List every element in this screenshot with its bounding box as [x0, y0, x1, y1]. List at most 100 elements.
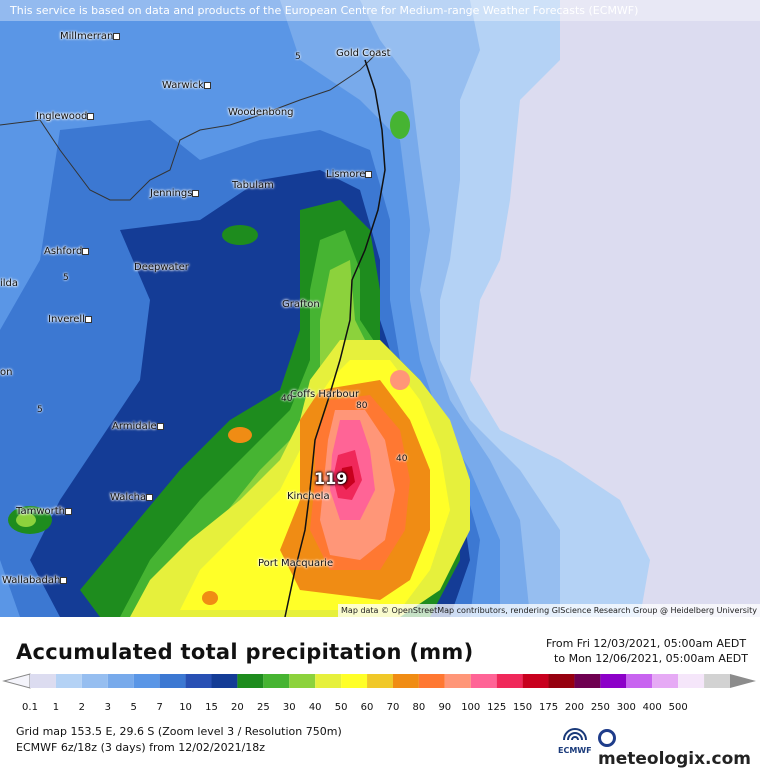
- city-marker-icon: [192, 189, 200, 197]
- city-deepwater[interactable]: Deepwater: [134, 262, 189, 273]
- legend-swatch: [574, 674, 601, 688]
- city-edge-label: ilda: [0, 278, 19, 289]
- precipitation-field: [0, 0, 650, 617]
- legend-swatch: [263, 674, 290, 688]
- legend-swatch: [626, 674, 653, 688]
- city-jennings[interactable]: Jennings: [150, 188, 200, 199]
- period-from: From Fri 12/03/2021, 05:00am AEDT: [546, 637, 747, 650]
- legend-tick-label: 7: [156, 702, 162, 713]
- precipitation-map[interactable]: This service is based on data and produc…: [0, 0, 760, 617]
- legend-swatch: [496, 674, 523, 688]
- city-ashford[interactable]: Ashford: [44, 246, 90, 257]
- city-warwick[interactable]: Warwick: [162, 80, 211, 91]
- legend-tick-label: 500: [669, 702, 688, 713]
- legend-tick-label: 125: [487, 702, 506, 713]
- city-wallabadah[interactable]: Wallabadah: [2, 575, 68, 586]
- legend-swatch: [600, 674, 627, 688]
- legend-tick-label: 0.1: [22, 702, 38, 713]
- city-inverell[interactable]: Inverell: [48, 314, 92, 325]
- city-marker-icon: [87, 112, 95, 120]
- city-marker-icon: [146, 493, 154, 501]
- legend-tick-label: 2: [79, 702, 85, 713]
- legend-swatch: [548, 674, 575, 688]
- legend-swatch: [133, 674, 160, 688]
- data-source-banner: This service is based on data and produc…: [0, 0, 760, 21]
- city-armidale[interactable]: Armidale: [112, 421, 164, 432]
- ecmwf-logo-icon: [563, 728, 587, 741]
- legend-swatch: [392, 674, 419, 688]
- city-marker-icon: [65, 507, 72, 515]
- legend-swatch: [470, 674, 497, 688]
- contour-label: 5: [295, 52, 301, 62]
- city-marker-icon: [84, 315, 92, 323]
- grid-info: Grid map 153.5 E, 29.6 S (Zoom level 3 /…: [16, 725, 342, 738]
- contour-label: 5: [63, 273, 69, 283]
- city-inglewood[interactable]: Inglewood: [36, 111, 95, 122]
- legend-tick-label: 60: [361, 702, 374, 713]
- city-marker-icon: [113, 32, 121, 40]
- city-grafton[interactable]: Grafton: [282, 299, 320, 310]
- legend-panel: [0, 617, 760, 760]
- legend-swatch: [315, 674, 342, 688]
- contour-label: 40: [396, 454, 408, 464]
- city-tabulam[interactable]: Tabulam: [232, 180, 274, 191]
- legend-tick-label: 25: [257, 702, 270, 713]
- legend-tick-label: 250: [591, 702, 610, 713]
- legend-swatch: [418, 674, 445, 688]
- color-scale-legend: 0.1 1 2 3 5 7 10 15 20 25 30 40 50 60 70 80 90 100 125 150 1…: [2, 673, 756, 713]
- legend-swatch: [107, 674, 134, 688]
- city-woodenbong[interactable]: Woodenbong: [228, 107, 294, 118]
- city-marker-icon: [82, 247, 90, 255]
- legend-tick-label: 90: [438, 702, 451, 713]
- meteologix-logo[interactable]: meteologix.com: [598, 729, 760, 769]
- legend-tick-label: 20: [231, 702, 244, 713]
- city-lismore[interactable]: Lismore: [326, 169, 373, 180]
- city-walcha[interactable]: Walcha: [110, 492, 154, 503]
- legend-swatch: [30, 674, 56, 688]
- city-edge-label: on: [0, 367, 13, 378]
- legend-swatch: [289, 674, 316, 688]
- legend-tick-label: 200: [565, 702, 584, 713]
- legend-swatch: [444, 674, 471, 688]
- legend-tick-label: 1: [53, 702, 59, 713]
- city-marker-icon: [203, 81, 211, 89]
- legend-swatch: [81, 674, 108, 688]
- city-kinchela[interactable]: Kinchela: [287, 491, 330, 502]
- contour-label: 5: [37, 405, 43, 415]
- meteologix-logo-icon: [598, 729, 616, 747]
- city-gold-coast[interactable]: Gold Coast: [336, 48, 391, 59]
- legend-swatch: [652, 674, 679, 688]
- contour-label: 80: [356, 401, 368, 411]
- legend-tick-label: 10: [179, 702, 192, 713]
- legend-swatch: [185, 674, 212, 688]
- legend-tick-label: 150: [513, 702, 532, 713]
- legend-max-arrow: [730, 674, 756, 688]
- legend-swatch: [522, 674, 549, 688]
- city-coffs-harbour[interactable]: Coffs Harbour: [290, 389, 360, 400]
- legend-tick-label: 40: [309, 702, 322, 713]
- city-marker-icon: [365, 170, 373, 178]
- legend-swatch: [704, 674, 730, 688]
- city-marker-icon: [156, 422, 164, 430]
- map-attribution[interactable]: Map data © OpenStreetMap contributors, r…: [338, 604, 760, 617]
- forecast-period: From Fri 12/03/2021, 05:00am AEDT to Mon…: [546, 636, 748, 666]
- legend-min-arrow: [2, 673, 31, 689]
- city-port-macquarie[interactable]: Port Macquarie: [258, 558, 334, 569]
- legend-swatch: [341, 674, 368, 688]
- city-tamworth[interactable]: Tamworth: [16, 506, 72, 517]
- max-precipitation-value: 119: [314, 469, 348, 488]
- ecmwf-logo-text: ECMWF: [558, 746, 592, 755]
- legend-tick-label: 300: [617, 702, 636, 713]
- city-marker-icon: [60, 576, 68, 584]
- legend-swatch: [211, 674, 238, 688]
- period-to: to Mon 12/06/2021, 05:00am AEDT: [554, 652, 748, 665]
- legend-tick-label: 400: [643, 702, 662, 713]
- legend-swatch: [55, 674, 82, 688]
- legend-tick-label: 5: [131, 702, 137, 713]
- legend-tick-label: 100: [461, 702, 480, 713]
- legend-tick-label: 80: [413, 702, 426, 713]
- city-millmerran[interactable]: Millmerran: [60, 31, 121, 42]
- legend-swatch: [678, 674, 705, 688]
- legend-swatch: [237, 674, 264, 688]
- legend-tick-label: 50: [335, 702, 348, 713]
